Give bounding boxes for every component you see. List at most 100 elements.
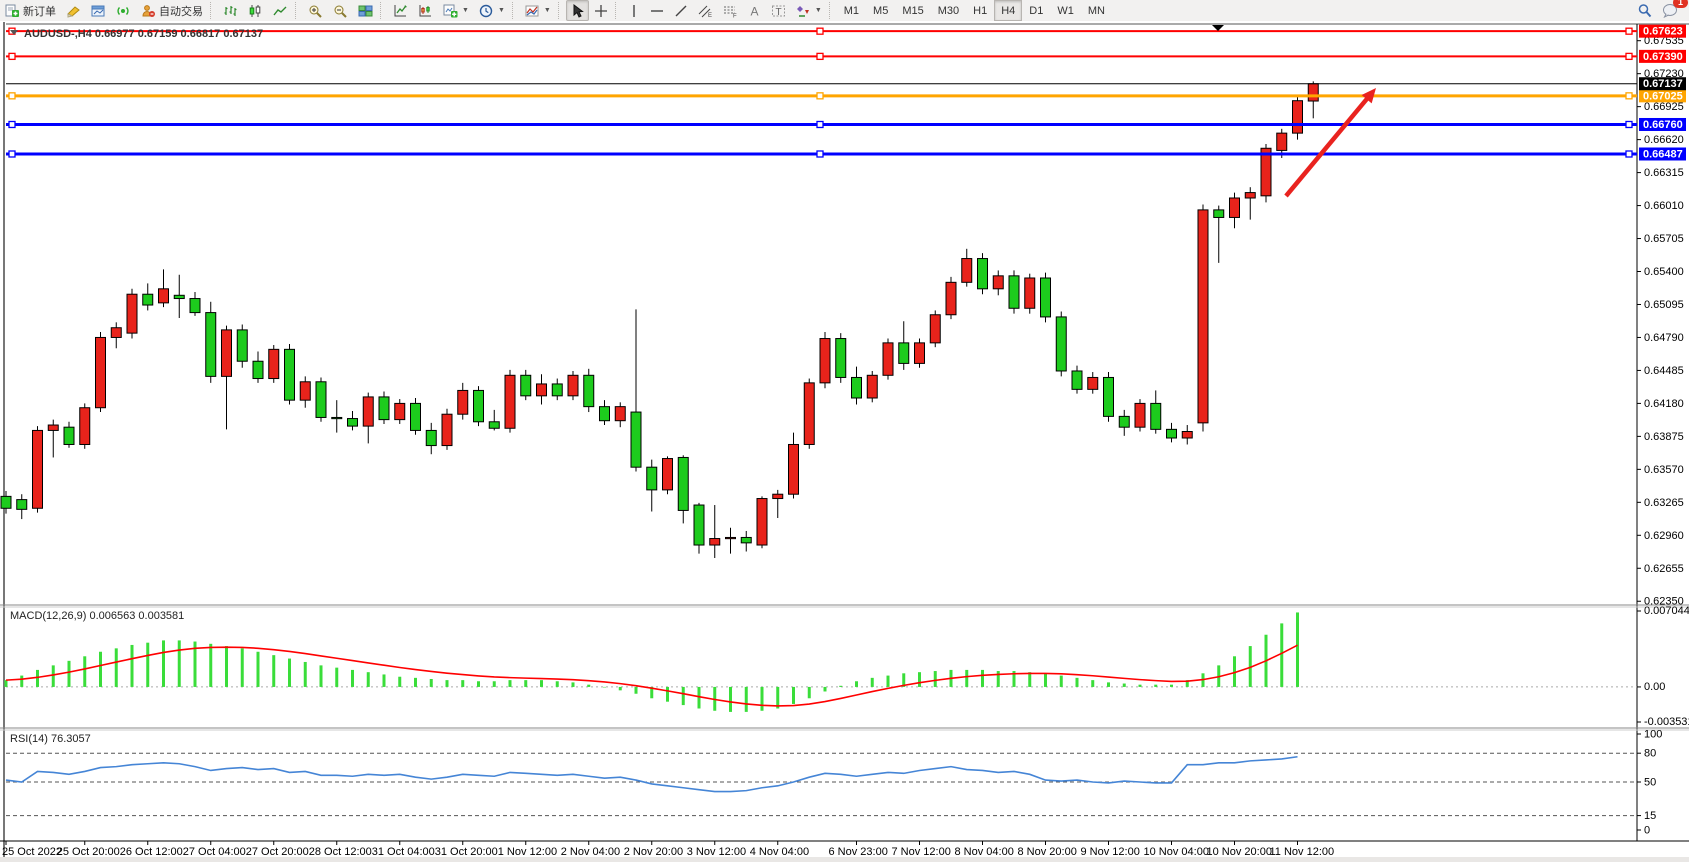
line-handle[interactable]: [8, 52, 16, 61]
line-chart-mode-button[interactable]: [268, 0, 293, 21]
fibonacci-tool-button[interactable]: F: [718, 0, 743, 21]
crosshair-tool-button[interactable]: [589, 0, 613, 21]
crosshair-icon: [594, 4, 608, 18]
bar-chart-mode-button[interactable]: [218, 0, 243, 21]
arrows-tool-button[interactable]: ▼: [791, 0, 827, 21]
price-tick-label: 0.66315: [1644, 167, 1684, 179]
autotrade-label: 自动交易: [159, 5, 203, 18]
candle: [32, 429, 43, 509]
line-handle[interactable]: [816, 150, 824, 158]
time-tick-label: 4 Nov 04:00: [750, 846, 809, 858]
chart-window-button[interactable]: [86, 0, 111, 21]
line-handle[interactable]: [1625, 27, 1633, 35]
time-tick-label: 10 Nov 20:00: [1207, 846, 1272, 858]
vertical-line-tool-button[interactable]: [623, 0, 645, 21]
macd-axis-label: -0.003531: [1644, 716, 1689, 728]
macd-histogram-bar: [555, 681, 559, 687]
macd-histogram-bar: [288, 658, 291, 687]
candle: [646, 466, 658, 491]
toolbar-separator: [380, 2, 386, 19]
line-handle[interactable]: [8, 150, 16, 158]
horizontal-line-tool-button[interactable]: [645, 0, 669, 21]
zoom-out-icon: [333, 4, 348, 18]
label-tool-button[interactable]: T: [766, 0, 791, 21]
line-handle[interactable]: [816, 52, 824, 61]
search-button[interactable]: [1632, 0, 1657, 21]
line-handle[interactable]: [1625, 150, 1633, 158]
timeframe-button-m5[interactable]: M5: [873, 4, 889, 17]
line-handle[interactable]: [8, 120, 16, 129]
candle: [1307, 83, 1319, 102]
line-chart-icon: [273, 4, 288, 18]
channel-tool-button[interactable]: E: [693, 0, 718, 21]
add-chart-button[interactable]: ▼: [438, 0, 474, 21]
period-clock-button[interactable]: ▼: [474, 0, 510, 21]
macd-histogram-bar: [1044, 673, 1047, 687]
toolbar-separator: [295, 2, 301, 19]
symbol-dropdown-icon[interactable]: [10, 30, 18, 35]
macd-histogram-bar: [492, 681, 496, 687]
highlighter-button[interactable]: [61, 0, 86, 21]
indicator-window-button[interactable]: [388, 0, 413, 21]
candle: [47, 424, 59, 431]
timeframe-button-m15[interactable]: M15: [902, 4, 924, 17]
candle: [662, 458, 673, 491]
line-handle[interactable]: [1625, 120, 1633, 129]
timeframe-button-m1[interactable]: M1: [843, 4, 860, 17]
svg-text:F: F: [733, 13, 737, 18]
indicator-window2-button[interactable]: [413, 0, 438, 21]
candle: [299, 381, 311, 401]
timeframe-button-m30[interactable]: M30: [937, 4, 960, 17]
candle: [945, 281, 957, 316]
svg-text:T: T: [775, 7, 781, 18]
timeframe-button-mn[interactable]: MN: [1087, 4, 1105, 17]
hline-price-label: 0.67025: [1643, 90, 1683, 102]
trend-arrow-annotation[interactable]: [1284, 91, 1374, 198]
macd-histogram-bar: [20, 675, 24, 687]
timeframe-button-d1[interactable]: D1: [1029, 4, 1044, 17]
line-handle[interactable]: [816, 92, 824, 100]
cursor-arrow-icon: [571, 3, 584, 18]
price-tick-label: 0.65095: [1644, 299, 1684, 311]
line-handle[interactable]: [816, 120, 824, 129]
cursor-tool-button[interactable]: [565, 0, 589, 21]
trendline-tool-button[interactable]: [669, 0, 693, 21]
signal-button[interactable]: [111, 0, 136, 21]
text-tool-button[interactable]: A: [743, 0, 766, 21]
notifications-button[interactable]: 1: [1657, 0, 1688, 21]
autotrade-button[interactable]: 自动交易: [136, 0, 208, 21]
indicators-list-button[interactable]: ▼: [520, 0, 556, 21]
line-handle[interactable]: [8, 92, 16, 100]
tile-windows-icon: [358, 4, 373, 18]
macd-histogram-bar: [366, 672, 370, 687]
tile-windows-button[interactable]: [353, 0, 378, 21]
toolbar: 新订单 自动交易: [0, 0, 1689, 22]
chevron-down-icon: ▼: [543, 7, 551, 14]
macd-histogram-bar: [839, 685, 843, 687]
toolbar-separator: [614, 2, 621, 19]
new-order-button[interactable]: 新订单: [0, 0, 61, 21]
macd-histogram-bar: [524, 680, 528, 687]
line-handle[interactable]: [1625, 52, 1633, 61]
toolbar-separator: [557, 2, 564, 19]
macd-histogram-bar: [650, 686, 654, 699]
zoom-in-button[interactable]: [303, 0, 328, 21]
macd-histogram-bar: [193, 641, 197, 687]
chart-window-icon: [91, 4, 106, 18]
zoom-out-button[interactable]: [328, 0, 353, 21]
line-handle[interactable]: [816, 27, 824, 35]
time-tick-label: 27 Oct 20:00: [246, 846, 309, 858]
candle: [221, 329, 232, 377]
line-handle[interactable]: [1625, 92, 1633, 100]
hline-price-label: 0.67390: [1643, 51, 1683, 63]
hline-price-box: [1639, 117, 1686, 131]
current-price-label: 0.67137: [1643, 78, 1683, 90]
chart-area[interactable]: 0.67535 0.67230 0.66925 0.66620 0.66315 0.660…: [0, 21, 1689, 862]
timeframe-button-h1[interactable]: H1: [973, 4, 988, 17]
candle: [158, 288, 169, 304]
timeframe-button-h4[interactable]: H4: [994, 0, 1023, 21]
candlestick-mode-button[interactable]: [243, 0, 268, 21]
timeframe-button-w1[interactable]: W1: [1057, 4, 1074, 17]
macd-histogram-bar: [319, 665, 323, 687]
macd-histogram-bar: [792, 686, 795, 704]
